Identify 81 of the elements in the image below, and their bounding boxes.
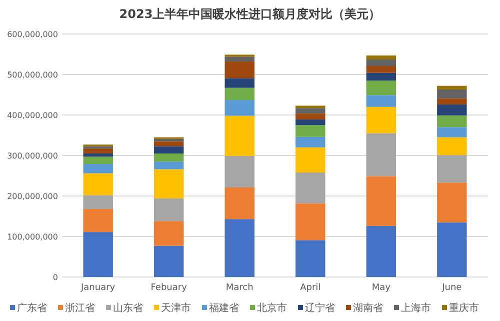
bar xyxy=(224,56,254,62)
bar xyxy=(437,127,467,138)
bar xyxy=(296,125,326,137)
bar xyxy=(224,187,254,220)
y-tick-label: 300,000,000 xyxy=(7,151,58,160)
bar xyxy=(154,169,184,198)
bar xyxy=(366,133,396,176)
bar xyxy=(437,98,467,104)
y-tick-label: 600,000,000 xyxy=(7,30,58,39)
bar xyxy=(83,164,113,174)
legend-label: 浙江省 xyxy=(65,302,95,314)
bar xyxy=(296,240,326,277)
x-tick-label: June xyxy=(441,283,462,293)
bar xyxy=(296,136,326,148)
legend-label: 湖南省 xyxy=(353,302,383,314)
legend-label: 福建省 xyxy=(209,302,239,314)
y-tick-label: 200,000,000 xyxy=(7,192,58,201)
y-tick-label: 100,000,000 xyxy=(7,232,58,242)
bar xyxy=(83,156,113,164)
y-tick-label: 0 xyxy=(52,272,58,282)
bar xyxy=(224,100,254,116)
bar xyxy=(296,108,326,114)
bar xyxy=(366,176,396,226)
bar xyxy=(366,66,396,73)
legend-label: 广东省 xyxy=(17,302,47,314)
bar xyxy=(224,219,254,277)
bar xyxy=(83,153,113,157)
bar xyxy=(83,146,113,149)
x-tick-label: Febuary xyxy=(150,283,188,293)
bar xyxy=(224,156,254,188)
bar xyxy=(154,246,184,277)
x-tick-label: April xyxy=(300,283,321,293)
bar xyxy=(437,86,467,90)
bar xyxy=(437,104,467,116)
legend-label: 辽宁省 xyxy=(305,302,335,314)
bar xyxy=(437,115,467,128)
bar xyxy=(224,116,254,156)
legend-label: 天津市 xyxy=(161,302,191,314)
y-tick-label: 400,000,000 xyxy=(7,110,58,120)
legend-label: 上海市 xyxy=(401,302,431,314)
bar xyxy=(296,147,326,173)
x-tick-label: May xyxy=(372,283,392,293)
bar xyxy=(366,226,396,277)
bar xyxy=(154,198,184,222)
legend-label: 重庆市 xyxy=(449,302,479,314)
x-tick-label: March xyxy=(226,283,254,293)
bar xyxy=(83,148,113,154)
legend-label: 北京市 xyxy=(257,302,287,314)
bar xyxy=(366,55,396,60)
bar xyxy=(83,195,113,209)
bar xyxy=(83,173,113,196)
bar xyxy=(154,153,184,162)
bar xyxy=(366,80,396,96)
bar xyxy=(224,78,254,88)
bar xyxy=(437,222,467,277)
bar xyxy=(437,155,467,183)
bar xyxy=(366,72,396,81)
bar xyxy=(366,106,396,134)
bar xyxy=(224,88,254,100)
bar xyxy=(83,232,113,277)
bar xyxy=(154,146,184,154)
bar xyxy=(154,221,184,246)
bar xyxy=(437,137,467,156)
bar xyxy=(83,208,113,232)
bar xyxy=(224,62,254,78)
legend-label: 山东省 xyxy=(113,302,143,314)
bar xyxy=(154,138,184,142)
bar xyxy=(154,162,184,170)
bar xyxy=(437,182,467,222)
bar xyxy=(296,106,326,108)
bar xyxy=(296,203,326,240)
bar xyxy=(366,60,396,66)
chart-title: 2023上半年中国暖水性进口额月度对比（美元） xyxy=(119,7,381,21)
bar xyxy=(366,95,396,107)
x-tick-label: January xyxy=(80,283,116,293)
bar xyxy=(296,119,326,126)
bar xyxy=(154,141,184,146)
y-tick-label: 500,000,000 xyxy=(7,70,58,80)
bar xyxy=(437,89,467,98)
bar xyxy=(296,113,326,120)
bar xyxy=(296,172,326,204)
